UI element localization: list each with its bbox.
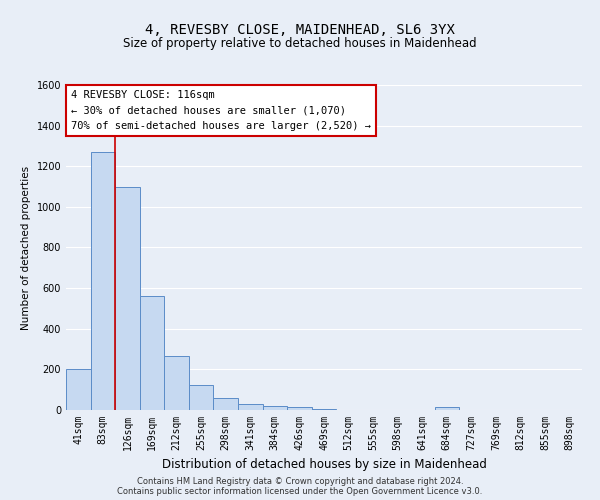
X-axis label: Distribution of detached houses by size in Maidenhead: Distribution of detached houses by size … xyxy=(161,458,487,471)
Bar xyxy=(312,409,336,410)
Bar xyxy=(214,398,238,410)
Bar xyxy=(434,407,459,410)
Text: Contains public sector information licensed under the Open Government Licence v3: Contains public sector information licen… xyxy=(118,486,482,496)
Bar xyxy=(164,356,189,410)
Bar xyxy=(238,404,263,410)
Bar xyxy=(263,406,287,410)
Text: 4 REVESBY CLOSE: 116sqm
← 30% of detached houses are smaller (1,070)
70% of semi: 4 REVESBY CLOSE: 116sqm ← 30% of detache… xyxy=(71,90,371,131)
Text: Size of property relative to detached houses in Maidenhead: Size of property relative to detached ho… xyxy=(123,38,477,51)
Bar xyxy=(140,296,164,410)
Bar xyxy=(287,407,312,410)
Bar xyxy=(91,152,115,410)
Y-axis label: Number of detached properties: Number of detached properties xyxy=(21,166,31,330)
Bar xyxy=(189,384,214,410)
Bar xyxy=(66,370,91,410)
Text: Contains HM Land Registry data © Crown copyright and database right 2024.: Contains HM Land Registry data © Crown c… xyxy=(137,476,463,486)
Text: 4, REVESBY CLOSE, MAIDENHEAD, SL6 3YX: 4, REVESBY CLOSE, MAIDENHEAD, SL6 3YX xyxy=(145,22,455,36)
Bar xyxy=(115,186,140,410)
